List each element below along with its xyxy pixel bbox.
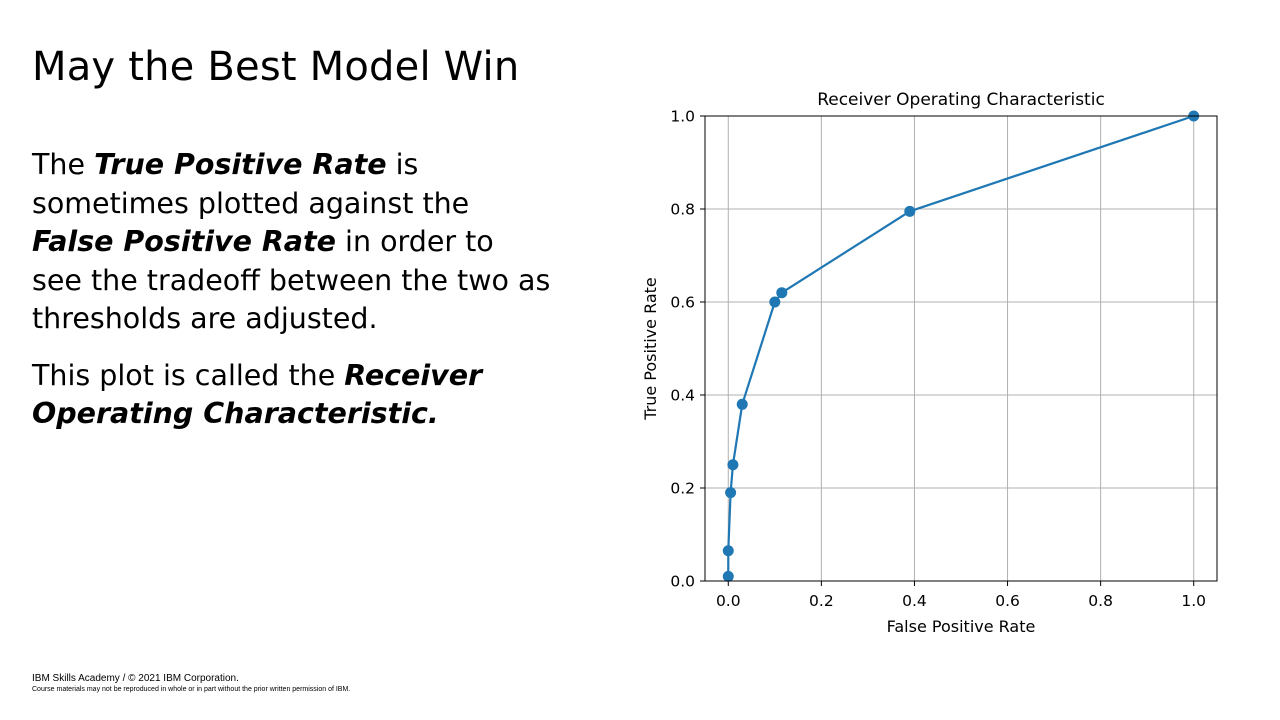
paragraph-roc: This plot is called the Receiver Operati… (32, 357, 552, 434)
x-tick-label: 0.2 (809, 592, 834, 610)
plot-frame (704, 115, 1218, 582)
y-tick-label: 0.0 (670, 573, 695, 591)
body-text: The True Positive Rate is sometimes plot… (32, 146, 552, 452)
data-series (722, 110, 1200, 582)
slide-title: May the Best Model Win (32, 44, 520, 90)
grid-lines (705, 115, 1217, 582)
x-tick-label: 0.8 (1088, 592, 1113, 610)
roc-curve-line (727, 114, 1195, 577)
roc-point (722, 570, 734, 582)
x-tick-label: 0.0 (716, 592, 741, 610)
x-tick-label: 0.6 (995, 592, 1020, 610)
roc-point (727, 459, 739, 471)
roc-point (722, 545, 734, 557)
x-tick-label: 0.4 (902, 592, 927, 610)
roc-point (725, 487, 737, 499)
axes: 0.0 0.2 0.4 0.6 0.8 1.0 0.0 0.2 0.4 0.6 0.8 1.0 (670, 108, 1206, 611)
para1-emphasis-tpr: True Positive Rate (94, 148, 387, 181)
para2-emphasis-roc: Receiver Operating Characteristic. (32, 358, 483, 431)
chart-title: Receiver Operating Characteristic (817, 90, 1105, 110)
roc-point (904, 205, 916, 217)
roc-point (776, 287, 788, 299)
x-tick-label: 1.0 (1181, 592, 1206, 610)
y-tick-label: 0.4 (670, 387, 695, 405)
footer-copyright: IBM Skills Academy / © 2021 IBM Corporat… (32, 673, 239, 684)
y-tick-label: 0.2 (670, 480, 695, 498)
para2-text-1: This plot is called the (32, 358, 345, 392)
roc-point (769, 296, 781, 308)
para1-text-2: is sometimes plotted against the (32, 148, 470, 220)
roc-point (736, 398, 748, 410)
footer: IBM Skills Academy / © 2021 IBM Corporat… (32, 673, 350, 695)
roc-chart: 0.0 0.2 0.4 0.6 0.8 1.0 0.0 0.2 0.4 0.6 0.8 1.0 Rec… (641, 90, 1218, 636)
y-tick-label: 0.6 (670, 294, 695, 312)
footer-disclaimer: Course materials may not be reproduced i… (32, 686, 351, 693)
para1-text-3: in order to see the tradeoff between the… (32, 225, 551, 335)
para1-emphasis-fpr: False Positive Rate (32, 225, 336, 258)
y-tick-label: 0.8 (670, 201, 695, 219)
paragraph-tpr-fpr: The True Positive Rate is sometimes plot… (32, 146, 552, 339)
y-tick-label: 1.0 (670, 108, 695, 126)
x-axis-label: False Positive Rate (887, 617, 1036, 636)
y-axis-label: True Positive Rate (641, 277, 660, 421)
para1-text-1: The (32, 148, 95, 181)
